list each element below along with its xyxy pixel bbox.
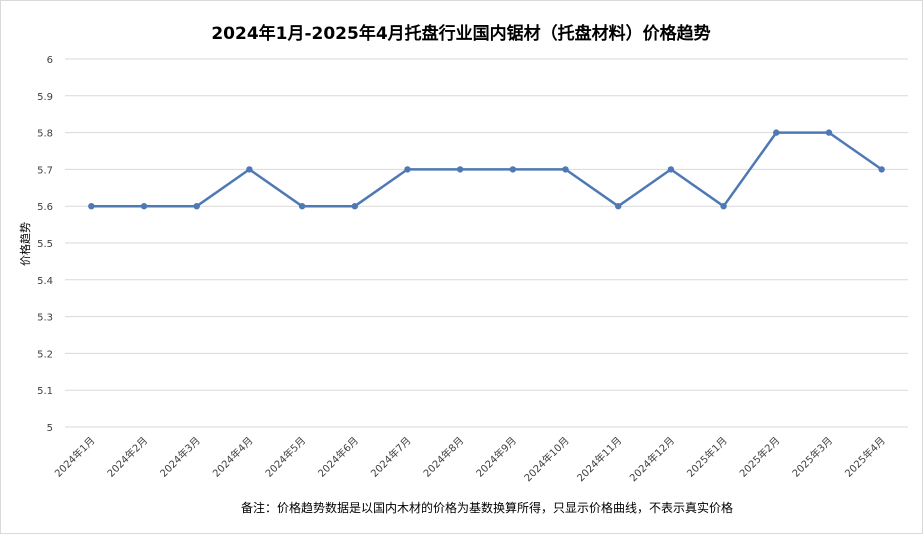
y-tick-label: 5.5 [37, 239, 53, 250]
y-axis-label: 价格趋势 [18, 222, 32, 266]
chart-note: 备注：价格趋势数据是以国内木材的价格为基数换算所得，只显示价格曲线，不表示真实价… [241, 500, 733, 515]
y-tick-label: 5.8 [37, 129, 53, 140]
x-tick-label: 2024年9月 [473, 434, 519, 480]
y-tick-label: 5.4 [37, 276, 53, 287]
y-tick-label: 5.1 [37, 386, 53, 397]
x-tick-label: 2025年3月 [789, 434, 835, 480]
y-tick-label: 5 [47, 423, 53, 434]
y-tick-label: 5.6 [37, 202, 53, 213]
x-tick-label: 2025年2月 [737, 434, 783, 480]
x-tick-label: 2024年7月 [368, 434, 414, 480]
x-tick-label: 2024年4月 [210, 434, 256, 480]
y-tick-label: 5.9 [37, 92, 53, 103]
data-point [667, 166, 675, 173]
y-tick-label: 5.3 [37, 313, 53, 324]
y-tick-label: 5.2 [37, 349, 53, 360]
data-point [773, 129, 780, 136]
data-point [825, 129, 833, 136]
chart-title: 2024年1月-2025年4月托盘行业国内锯材（托盘材料）价格趋势 [211, 23, 710, 44]
data-point [509, 166, 517, 173]
data-point [140, 203, 148, 210]
x-tick-label: 2024年6月 [315, 434, 361, 480]
x-tick-label: 2024年8月 [420, 434, 466, 480]
data-point [404, 166, 411, 173]
y-tick-label: 6 [47, 55, 53, 66]
data-point [878, 166, 885, 173]
x-tick-label: 2025年1月 [684, 434, 730, 480]
data-point [246, 166, 253, 173]
x-tick-label: 2024年3月 [157, 434, 203, 480]
x-tick-label: 2024年1月 [52, 434, 98, 480]
x-tick-label: 2024年12月 [627, 434, 677, 484]
series-line [91, 131, 883, 208]
data-point [720, 203, 727, 210]
data-point [351, 203, 358, 210]
x-tick-label: 2024年11月 [574, 434, 624, 484]
data-point [88, 203, 95, 210]
data-point [456, 166, 464, 173]
data-point [615, 203, 622, 210]
y-tick-label: 5.7 [37, 165, 53, 176]
x-tick-label: 2025年4月 [842, 434, 888, 480]
data-point [298, 203, 306, 210]
data-point [193, 203, 200, 210]
x-tick-label: 2024年10月 [521, 434, 571, 484]
data-point [562, 166, 569, 173]
x-tick-label: 2024年2月 [104, 434, 150, 480]
x-tick-label: 2024年5月 [262, 434, 308, 480]
